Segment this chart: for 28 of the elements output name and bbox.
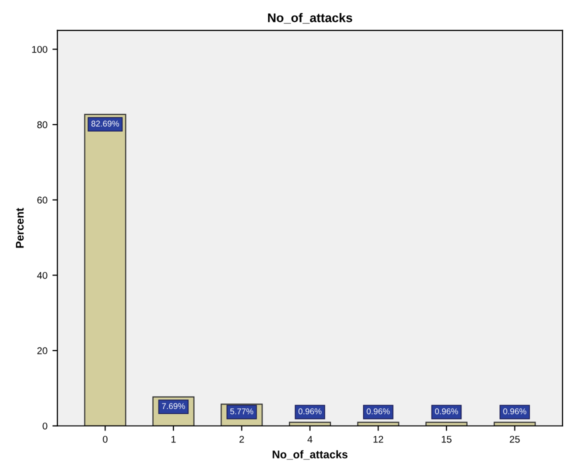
data-label: 5.77% <box>230 408 254 414</box>
x-tick-label: 12 <box>374 436 384 443</box>
bar <box>288 422 331 426</box>
data-label: 7.69% <box>162 403 185 410</box>
x-tick-label: 1 <box>171 436 176 443</box>
y-axis-title: Percent <box>16 208 24 248</box>
data-label: 0.96% <box>503 408 526 414</box>
y-tick-label: 60 <box>37 196 48 204</box>
bar <box>425 422 468 426</box>
y-tick-label: 80 <box>37 121 48 128</box>
x-tick-label: 25 <box>510 436 520 443</box>
x-axis-title: No_of_attacks <box>272 450 348 460</box>
y-tick-label: 0 <box>42 422 48 430</box>
bar <box>84 114 126 426</box>
x-tick-label: 15 <box>442 436 452 443</box>
x-tick-label: 0 <box>102 436 108 443</box>
data-label: 82.69% <box>91 120 120 127</box>
bar <box>494 422 536 426</box>
data-label: 0.96% <box>298 408 322 414</box>
data-label: 0.96% <box>434 408 458 414</box>
bar <box>357 422 400 426</box>
chart-title: No_of_attacks <box>268 13 352 24</box>
x-tick-label: 4 <box>307 436 312 443</box>
y-tick-label: 40 <box>37 272 48 279</box>
y-tick-label: 100 <box>32 46 48 53</box>
x-tick-label: 2 <box>239 436 244 443</box>
y-tick-label: 20 <box>37 347 48 354</box>
data-label: 0.96% <box>366 408 390 414</box>
